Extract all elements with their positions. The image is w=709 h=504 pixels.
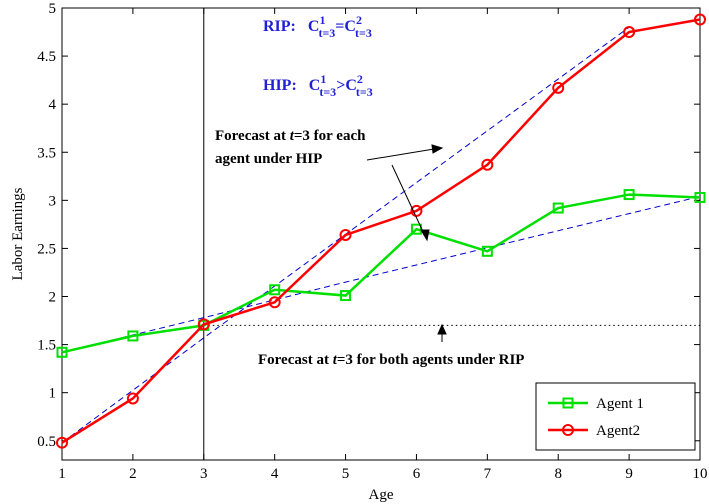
- data-point-agent1: [340, 290, 352, 302]
- y-tick-label: 3: [49, 193, 57, 209]
- data-point-agent1: [481, 245, 493, 257]
- legend-label: Agent 1: [596, 396, 644, 412]
- x-tick-label: 7: [484, 466, 492, 482]
- hip-equation: HIP: C1 t=3>C2 t=3: [263, 72, 373, 99]
- x-tick-label: 8: [554, 466, 562, 482]
- hip-arrow-upper-head: [431, 144, 444, 154]
- forecast-line-1: [61, 196, 701, 353]
- data-point-agent2: [623, 26, 636, 39]
- hip-arrow-lower-head: [420, 229, 430, 242]
- hip-arrow-upper: [366, 147, 441, 161]
- data-point-agent1: [410, 223, 422, 235]
- data-point-agent1: [694, 191, 706, 203]
- legend-label: Agent2: [596, 423, 640, 439]
- hip-forecast-label-line2: agent under HIP: [215, 151, 322, 167]
- data-point-agent2: [694, 13, 706, 26]
- rip-forecast-label: Forecast at t=3 for both agents under RI…: [258, 352, 524, 368]
- data-point-agent1: [623, 189, 635, 201]
- y-tick-label: 4.5: [37, 49, 56, 65]
- y-axis-title: Labor Earnings: [10, 187, 26, 280]
- data-point-agent1: [552, 202, 564, 214]
- y-tick-label: 5: [49, 1, 57, 17]
- y-tick-label: 4: [49, 97, 57, 113]
- data-point-agent2: [197, 318, 210, 331]
- hip-forecast-label-line1: Forecast at t=3 for each: [215, 128, 366, 144]
- rip-arrow-head: [437, 323, 447, 335]
- x-axis-title: Age: [369, 487, 394, 503]
- y-tick-label: 2: [49, 290, 57, 306]
- data-point-agent2: [268, 296, 281, 309]
- x-tick-label: 9: [625, 466, 633, 482]
- data-point-agent2: [56, 436, 68, 449]
- legend-marker-circle: [562, 424, 574, 436]
- plot-frame: [61, 7, 701, 461]
- x-tick-label: 10: [693, 466, 708, 482]
- data-point-agent2: [339, 228, 352, 241]
- x-tick-label: 6: [413, 466, 421, 482]
- data-point-agent1: [56, 346, 68, 358]
- data-point-agent2: [481, 158, 494, 171]
- x-tick-label: 3: [200, 466, 208, 482]
- data-point-agent2: [410, 204, 423, 217]
- legend-box: [535, 382, 696, 451]
- hip-arrow-lower: [391, 164, 426, 237]
- data-point-agent1: [127, 330, 139, 342]
- y-tick-label: 1: [49, 386, 57, 402]
- legend-marker-square: [562, 397, 574, 409]
- data-point-agent1: [269, 284, 281, 296]
- x-tick-label: 4: [271, 466, 279, 482]
- y-tick-label: 1.5: [37, 338, 56, 354]
- series-line-2: [61, 18, 701, 444]
- y-tick-label: 0.5: [37, 434, 56, 450]
- x-tick-label: 2: [129, 466, 137, 482]
- series-line-1: [61, 193, 701, 354]
- rip-equation: RIP: C1 t=3=C2 t=3: [263, 13, 372, 40]
- y-tick-label: 3.5: [37, 145, 56, 161]
- x-tick-label: 1: [58, 466, 66, 482]
- y-tick-label: 2.5: [37, 241, 56, 257]
- data-point-agent2: [552, 81, 565, 94]
- data-point-agent2: [126, 392, 139, 405]
- x-tick-label: 5: [342, 466, 350, 482]
